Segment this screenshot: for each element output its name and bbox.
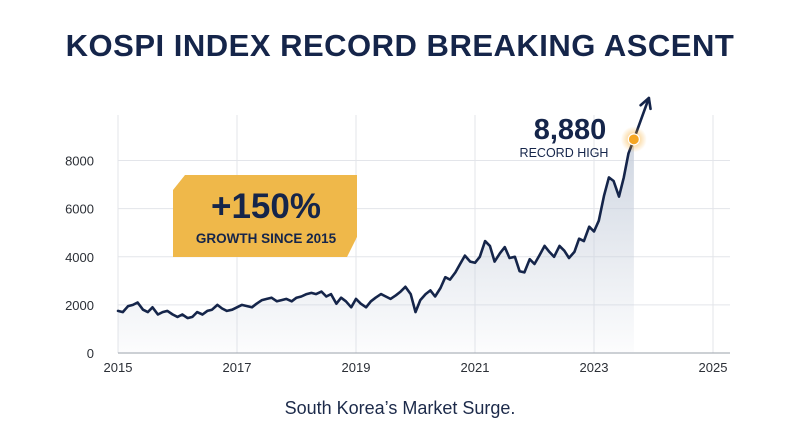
growth-badge: +150% GROWTH SINCE 2015 [173,175,357,257]
chart-area-layer [118,139,634,353]
record-point [627,133,640,146]
x-tick-label: 2025 [699,360,728,375]
chart-title: KOSPI INDEX RECORD BREAKING ASCENT [65,28,735,63]
x-tick-label: 2017 [223,360,252,375]
growth-badge-caption: GROWTH SINCE 2015 [196,231,337,246]
y-tick-label: 2000 [65,298,94,313]
record-high-value: 8,880 [534,114,607,146]
record-high-caption: RECORD HIGH [520,146,609,160]
x-tick-label: 2015 [104,360,133,375]
y-tick-label: 4000 [65,250,94,265]
y-tick-label: 0 [87,346,94,361]
chart-subtitle: South Korea’s Market Surge. [284,398,516,418]
chart-tick-labels: 2015 2017 2019 2021 2023 2025 0 2000 4000 6000 800… [65,154,727,375]
trend-arrow-head [639,96,652,111]
chart-line-layer [116,96,652,320]
y-tick-label: 8000 [65,154,94,169]
series-area [118,139,634,353]
x-tick-label: 2019 [342,360,371,375]
x-tick-label: 2021 [461,360,490,375]
y-tick-label: 6000 [65,202,94,217]
series-line [116,138,636,320]
growth-badge-value: +150% [211,187,321,226]
growth-badge-shape [173,175,357,257]
x-tick-label: 2023 [580,360,609,375]
